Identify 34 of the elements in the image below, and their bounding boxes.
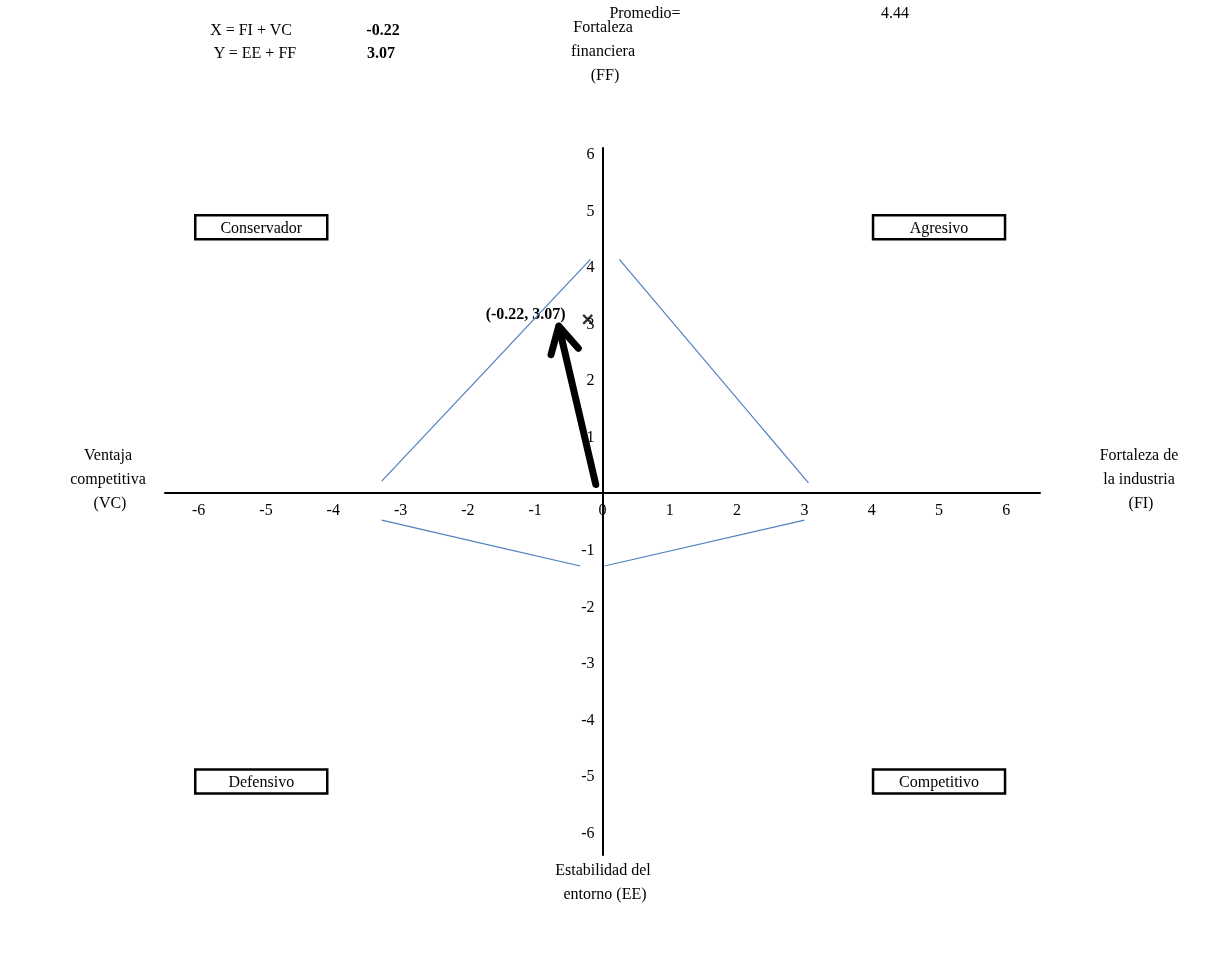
y-tick-label: -6 [581, 823, 595, 841]
x-tick-label: 2 [733, 500, 742, 518]
x-tick-label: -6 [191, 500, 206, 518]
text: 4.44 [881, 3, 909, 21]
annotation: Competitivo [899, 772, 980, 791]
y-tick-label: -1 [581, 541, 595, 559]
y-tick-label: -4 [581, 710, 595, 728]
y-tick-label: -5 [581, 767, 595, 785]
y-tick-label: -2 [581, 597, 595, 615]
x-tick-label: -5 [259, 500, 273, 518]
x-tick-label: -4 [326, 500, 340, 518]
x-tick-label: 1 [665, 500, 674, 518]
x-tick-label: 3 [800, 500, 809, 518]
y-tick-label: 5 [586, 201, 595, 219]
text: Ventaja competitiva (VC) [70, 445, 150, 512]
x-tick-label: 5 [935, 500, 944, 518]
y-tick-label: 4 [586, 258, 595, 276]
text: Estabilidad del entorno (EE) [555, 860, 655, 903]
text: 3.07 [367, 43, 395, 61]
annotation: Defensivo [228, 772, 295, 790]
annotation: Agresivo [909, 218, 969, 237]
text: Y = EE + FF [213, 43, 297, 61]
text: X = FI + VC [210, 20, 292, 38]
y-tick-label: 6 [586, 145, 595, 163]
x-axis-title: Fortaleza de la industria (FI) [1099, 445, 1183, 512]
x-tick-label: -2 [461, 500, 475, 518]
annotation: Conservador [220, 218, 303, 236]
y-tick-label: 2 [586, 371, 595, 389]
x-tick-label: -3 [393, 500, 408, 518]
x-tick-label: -1 [528, 500, 542, 518]
x-tick-label: 4 [867, 500, 876, 518]
y-tick-label: -3 [581, 654, 595, 672]
text: -0.22 [366, 20, 400, 38]
x-tick-label: 6 [1002, 500, 1011, 518]
